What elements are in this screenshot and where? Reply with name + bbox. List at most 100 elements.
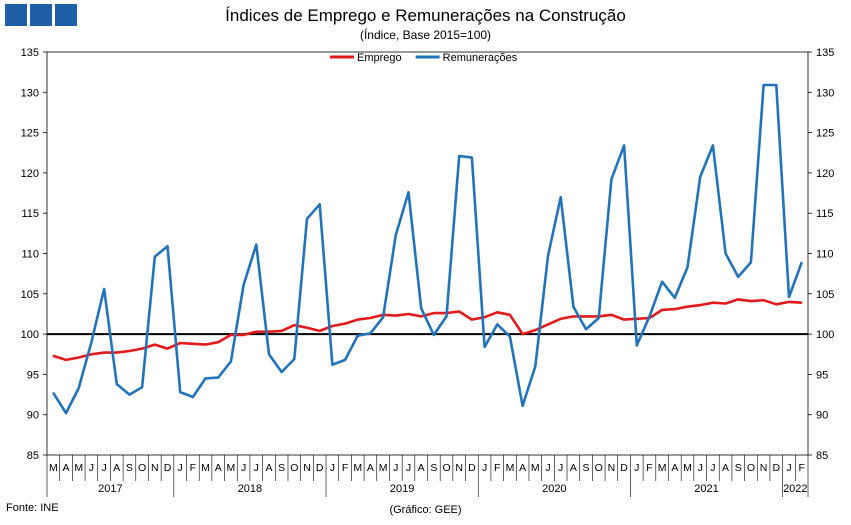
data-point (179, 391, 181, 393)
x-month-label: J (393, 462, 398, 474)
x-month-label: J (178, 462, 183, 474)
data-point (597, 317, 600, 319)
x-month-label: D (468, 462, 476, 474)
data-point (115, 383, 118, 385)
data-point (471, 156, 473, 159)
data-point (369, 317, 372, 319)
y-tick-label-left: 105 (21, 289, 39, 301)
data-point (661, 309, 663, 311)
data-point (394, 234, 397, 236)
gee-logo (5, 4, 77, 26)
data-point (217, 341, 220, 343)
x-month-label: M (683, 462, 692, 474)
x-month-label: J (101, 462, 106, 474)
y-tick-label-right: 135 (816, 47, 834, 59)
x-year-label: 2021 (694, 483, 718, 495)
x-month-label: D (164, 462, 172, 474)
data-point (115, 351, 118, 354)
x-month-label: A (367, 462, 374, 474)
x-month-label: O (595, 462, 603, 474)
data-point (724, 302, 727, 305)
data-point (674, 297, 676, 299)
data-point (483, 316, 486, 318)
y-tick-label-left: 115 (21, 208, 39, 220)
y-tick-label-left: 125 (21, 128, 39, 140)
data-point (737, 298, 740, 301)
data-point (369, 332, 372, 335)
data-point (318, 203, 321, 206)
data-point (255, 330, 258, 333)
data-point (521, 333, 524, 335)
x-year-label: 2017 (98, 483, 122, 495)
data-point (128, 393, 131, 396)
data-point (65, 412, 67, 414)
data-point (534, 365, 537, 368)
x-month-label: N (455, 462, 463, 474)
x-month-label: F (646, 462, 652, 474)
data-point (623, 144, 625, 147)
x-month-label: J (254, 462, 259, 474)
x-month-label: O (747, 462, 755, 474)
x-month-label: J (330, 462, 335, 474)
data-point (192, 342, 194, 345)
data-point (77, 356, 80, 359)
x-month-label: J (482, 462, 487, 474)
data-point (318, 330, 321, 332)
data-point (750, 300, 752, 302)
x-month-label: M (658, 462, 667, 474)
series-lines (47, 83, 808, 415)
data-point (242, 284, 245, 286)
data-point (534, 329, 537, 331)
data-point (90, 341, 93, 343)
y-tick-label-right: 130 (816, 87, 834, 99)
x-month-label: J (406, 462, 411, 474)
x-month-label: M (227, 462, 236, 474)
data-point (280, 371, 283, 373)
data-point (712, 301, 714, 304)
x-month-label: M (506, 462, 515, 474)
x-month-label: N (151, 462, 159, 474)
x-month-label: A (722, 462, 729, 474)
data-point (762, 299, 765, 302)
x-month-label: S (278, 462, 285, 474)
data-point (559, 196, 562, 198)
data-point (471, 318, 473, 321)
data-point (674, 308, 676, 310)
data-point (306, 218, 308, 220)
x-month-label: O (442, 462, 450, 474)
y-tick-label-right: 85 (816, 450, 828, 462)
x-month-label: O (290, 462, 298, 474)
x-year-label: 2022 (783, 483, 807, 495)
data-point (141, 347, 143, 350)
data-point (788, 301, 790, 303)
data-point (559, 317, 562, 320)
x-month-label: D (620, 462, 628, 474)
data-point (585, 328, 587, 331)
data-point (712, 144, 714, 147)
x-year-label: 2018 (238, 483, 262, 495)
data-point (699, 176, 701, 178)
data-point (623, 318, 625, 321)
y-axis-left: 85 90 95 100 105 110 115 120 125 130 135 (21, 47, 47, 462)
y-tick-label-right: 100 (816, 329, 834, 341)
plot-frame (46, 51, 809, 456)
data-point (509, 335, 511, 338)
x-month-label: A (113, 462, 120, 474)
y-axis-right: 85 90 95 100 105 110 115 120 125 130 135 (808, 47, 834, 462)
x-month-label: O (138, 462, 146, 474)
x-month-label: F (190, 462, 196, 474)
y-tick-label-left: 95 (27, 369, 39, 381)
x-month-label: J (241, 462, 246, 474)
x-year-label: 2020 (542, 483, 566, 495)
x-month-label: F (342, 462, 348, 474)
data-point (699, 304, 701, 306)
y-tick-label-right: 120 (816, 168, 834, 180)
y-tick-label-right: 125 (816, 128, 834, 140)
data-point (788, 296, 790, 298)
data-point (458, 310, 461, 313)
data-point (724, 252, 727, 255)
x-month-label: S (583, 462, 590, 474)
data-point (686, 305, 689, 308)
data-point (483, 346, 486, 348)
